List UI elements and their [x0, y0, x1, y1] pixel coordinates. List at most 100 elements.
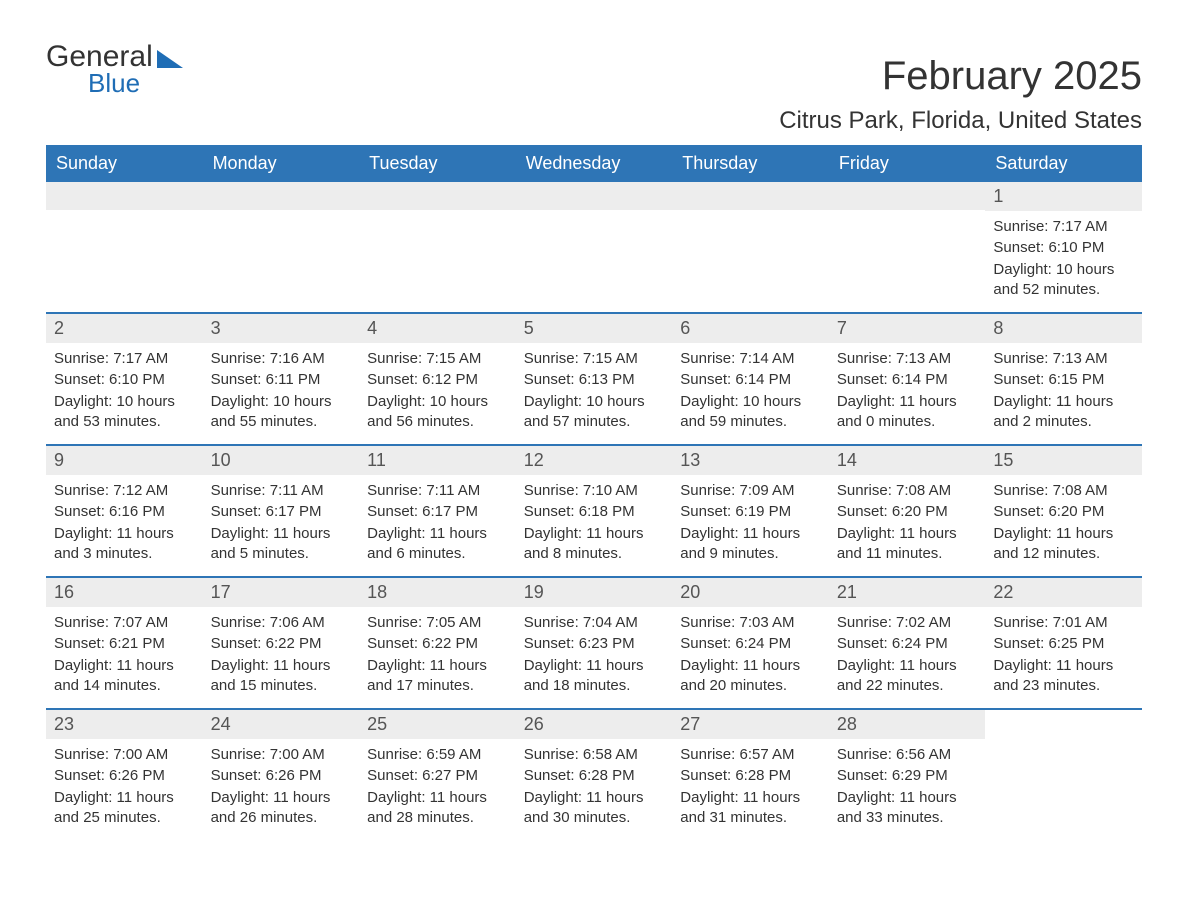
daylight-text: Daylight: 11 hours and 20 minutes.	[680, 656, 821, 697]
sunset-text: Sunset: 6:21 PM	[54, 634, 195, 654]
day-body: Sunrise: 7:01 AMSunset: 6:25 PMDaylight:…	[985, 607, 1142, 707]
empty-day-bar	[203, 182, 360, 210]
daylight-text: Daylight: 11 hours and 0 minutes.	[837, 392, 978, 433]
day-body: Sunrise: 7:17 AMSunset: 6:10 PMDaylight:…	[46, 343, 203, 443]
daylight-text: Daylight: 11 hours and 6 minutes.	[367, 524, 508, 565]
title-block: February 2025	[882, 54, 1142, 99]
daylight-text: Daylight: 11 hours and 28 minutes.	[367, 788, 508, 829]
day-body: Sunrise: 7:14 AMSunset: 6:14 PMDaylight:…	[672, 343, 829, 443]
daylight-text: Daylight: 10 hours and 55 minutes.	[211, 392, 352, 433]
day-number: 1	[985, 182, 1142, 211]
day-number: 8	[985, 314, 1142, 343]
sunset-text: Sunset: 6:26 PM	[54, 766, 195, 786]
day-cell: 21Sunrise: 7:02 AMSunset: 6:24 PMDayligh…	[829, 578, 986, 708]
daylight-text: Daylight: 10 hours and 57 minutes.	[524, 392, 665, 433]
sunrise-text: Sunrise: 7:03 AM	[680, 613, 821, 633]
sunrise-text: Sunrise: 7:00 AM	[211, 745, 352, 765]
sunset-text: Sunset: 6:25 PM	[993, 634, 1134, 654]
day-body: Sunrise: 7:05 AMSunset: 6:22 PMDaylight:…	[359, 607, 516, 707]
sunset-text: Sunset: 6:20 PM	[837, 502, 978, 522]
day-body: Sunrise: 7:03 AMSunset: 6:24 PMDaylight:…	[672, 607, 829, 707]
day-cell: 18Sunrise: 7:05 AMSunset: 6:22 PMDayligh…	[359, 578, 516, 708]
sunset-text: Sunset: 6:17 PM	[211, 502, 352, 522]
sunrise-text: Sunrise: 7:13 AM	[837, 349, 978, 369]
day-number: 6	[672, 314, 829, 343]
day-number: 2	[46, 314, 203, 343]
empty-day-bar	[516, 182, 673, 210]
sunset-text: Sunset: 6:24 PM	[680, 634, 821, 654]
day-number: 3	[203, 314, 360, 343]
day-number: 5	[516, 314, 673, 343]
day-number: 25	[359, 710, 516, 739]
sunset-text: Sunset: 6:28 PM	[680, 766, 821, 786]
dow-cell: Saturday	[985, 145, 1142, 182]
day-cell	[516, 182, 673, 312]
day-body: Sunrise: 7:13 AMSunset: 6:14 PMDaylight:…	[829, 343, 986, 443]
day-cell: 27Sunrise: 6:57 AMSunset: 6:28 PMDayligh…	[672, 710, 829, 840]
sunrise-text: Sunrise: 7:00 AM	[54, 745, 195, 765]
sunrise-text: Sunrise: 6:58 AM	[524, 745, 665, 765]
sunrise-text: Sunrise: 7:01 AM	[993, 613, 1134, 633]
day-cell: 11Sunrise: 7:11 AMSunset: 6:17 PMDayligh…	[359, 446, 516, 576]
daylight-text: Daylight: 11 hours and 9 minutes.	[680, 524, 821, 565]
day-cell	[359, 182, 516, 312]
sunrise-text: Sunrise: 7:05 AM	[367, 613, 508, 633]
sunrise-text: Sunrise: 7:08 AM	[837, 481, 978, 501]
sunrise-text: Sunrise: 7:06 AM	[211, 613, 352, 633]
sunrise-text: Sunrise: 6:59 AM	[367, 745, 508, 765]
dow-cell: Sunday	[46, 145, 203, 182]
month-title: February 2025	[882, 54, 1142, 99]
day-cell: 22Sunrise: 7:01 AMSunset: 6:25 PMDayligh…	[985, 578, 1142, 708]
sunrise-text: Sunrise: 6:56 AM	[837, 745, 978, 765]
daylight-text: Daylight: 11 hours and 31 minutes.	[680, 788, 821, 829]
sunset-text: Sunset: 6:22 PM	[211, 634, 352, 654]
day-body: Sunrise: 7:12 AMSunset: 6:16 PMDaylight:…	[46, 475, 203, 575]
day-body: Sunrise: 7:08 AMSunset: 6:20 PMDaylight:…	[829, 475, 986, 575]
daylight-text: Daylight: 10 hours and 56 minutes.	[367, 392, 508, 433]
sunrise-text: Sunrise: 7:02 AM	[837, 613, 978, 633]
day-cell: 20Sunrise: 7:03 AMSunset: 6:24 PMDayligh…	[672, 578, 829, 708]
week-row: 2Sunrise: 7:17 AMSunset: 6:10 PMDaylight…	[46, 312, 1142, 444]
day-cell: 23Sunrise: 7:00 AMSunset: 6:26 PMDayligh…	[46, 710, 203, 840]
logo-text-blue: Blue	[88, 68, 183, 99]
header: General Blue February 2025	[46, 40, 1142, 99]
daylight-text: Daylight: 11 hours and 30 minutes.	[524, 788, 665, 829]
dow-cell: Wednesday	[516, 145, 673, 182]
sunrise-text: Sunrise: 7:17 AM	[54, 349, 195, 369]
day-number: 28	[829, 710, 986, 739]
sunrise-text: Sunrise: 7:13 AM	[993, 349, 1134, 369]
daylight-text: Daylight: 11 hours and 5 minutes.	[211, 524, 352, 565]
daylight-text: Daylight: 11 hours and 26 minutes.	[211, 788, 352, 829]
day-number: 11	[359, 446, 516, 475]
day-number: 23	[46, 710, 203, 739]
daylight-text: Daylight: 11 hours and 22 minutes.	[837, 656, 978, 697]
day-cell: 24Sunrise: 7:00 AMSunset: 6:26 PMDayligh…	[203, 710, 360, 840]
day-number: 20	[672, 578, 829, 607]
day-cell: 13Sunrise: 7:09 AMSunset: 6:19 PMDayligh…	[672, 446, 829, 576]
day-cell: 2Sunrise: 7:17 AMSunset: 6:10 PMDaylight…	[46, 314, 203, 444]
daylight-text: Daylight: 11 hours and 23 minutes.	[993, 656, 1134, 697]
sunrise-text: Sunrise: 7:14 AM	[680, 349, 821, 369]
daylight-text: Daylight: 11 hours and 3 minutes.	[54, 524, 195, 565]
daylight-text: Daylight: 10 hours and 52 minutes.	[993, 260, 1134, 301]
day-number: 27	[672, 710, 829, 739]
sunset-text: Sunset: 6:24 PM	[837, 634, 978, 654]
sunset-text: Sunset: 6:28 PM	[524, 766, 665, 786]
day-number: 22	[985, 578, 1142, 607]
day-body: Sunrise: 6:56 AMSunset: 6:29 PMDaylight:…	[829, 739, 986, 839]
location-subtitle: Citrus Park, Florida, United States	[46, 107, 1142, 135]
daylight-text: Daylight: 11 hours and 33 minutes.	[837, 788, 978, 829]
day-cell: 5Sunrise: 7:15 AMSunset: 6:13 PMDaylight…	[516, 314, 673, 444]
day-body: Sunrise: 7:15 AMSunset: 6:12 PMDaylight:…	[359, 343, 516, 443]
empty-day-bar	[46, 182, 203, 210]
day-number: 4	[359, 314, 516, 343]
day-body: Sunrise: 7:17 AMSunset: 6:10 PMDaylight:…	[985, 211, 1142, 311]
daylight-text: Daylight: 11 hours and 11 minutes.	[837, 524, 978, 565]
sunset-text: Sunset: 6:14 PM	[837, 370, 978, 390]
daylight-text: Daylight: 11 hours and 15 minutes.	[211, 656, 352, 697]
daylight-text: Daylight: 10 hours and 59 minutes.	[680, 392, 821, 433]
sunrise-text: Sunrise: 7:07 AM	[54, 613, 195, 633]
day-body: Sunrise: 7:02 AMSunset: 6:24 PMDaylight:…	[829, 607, 986, 707]
day-cell: 19Sunrise: 7:04 AMSunset: 6:23 PMDayligh…	[516, 578, 673, 708]
day-body: Sunrise: 6:59 AMSunset: 6:27 PMDaylight:…	[359, 739, 516, 839]
